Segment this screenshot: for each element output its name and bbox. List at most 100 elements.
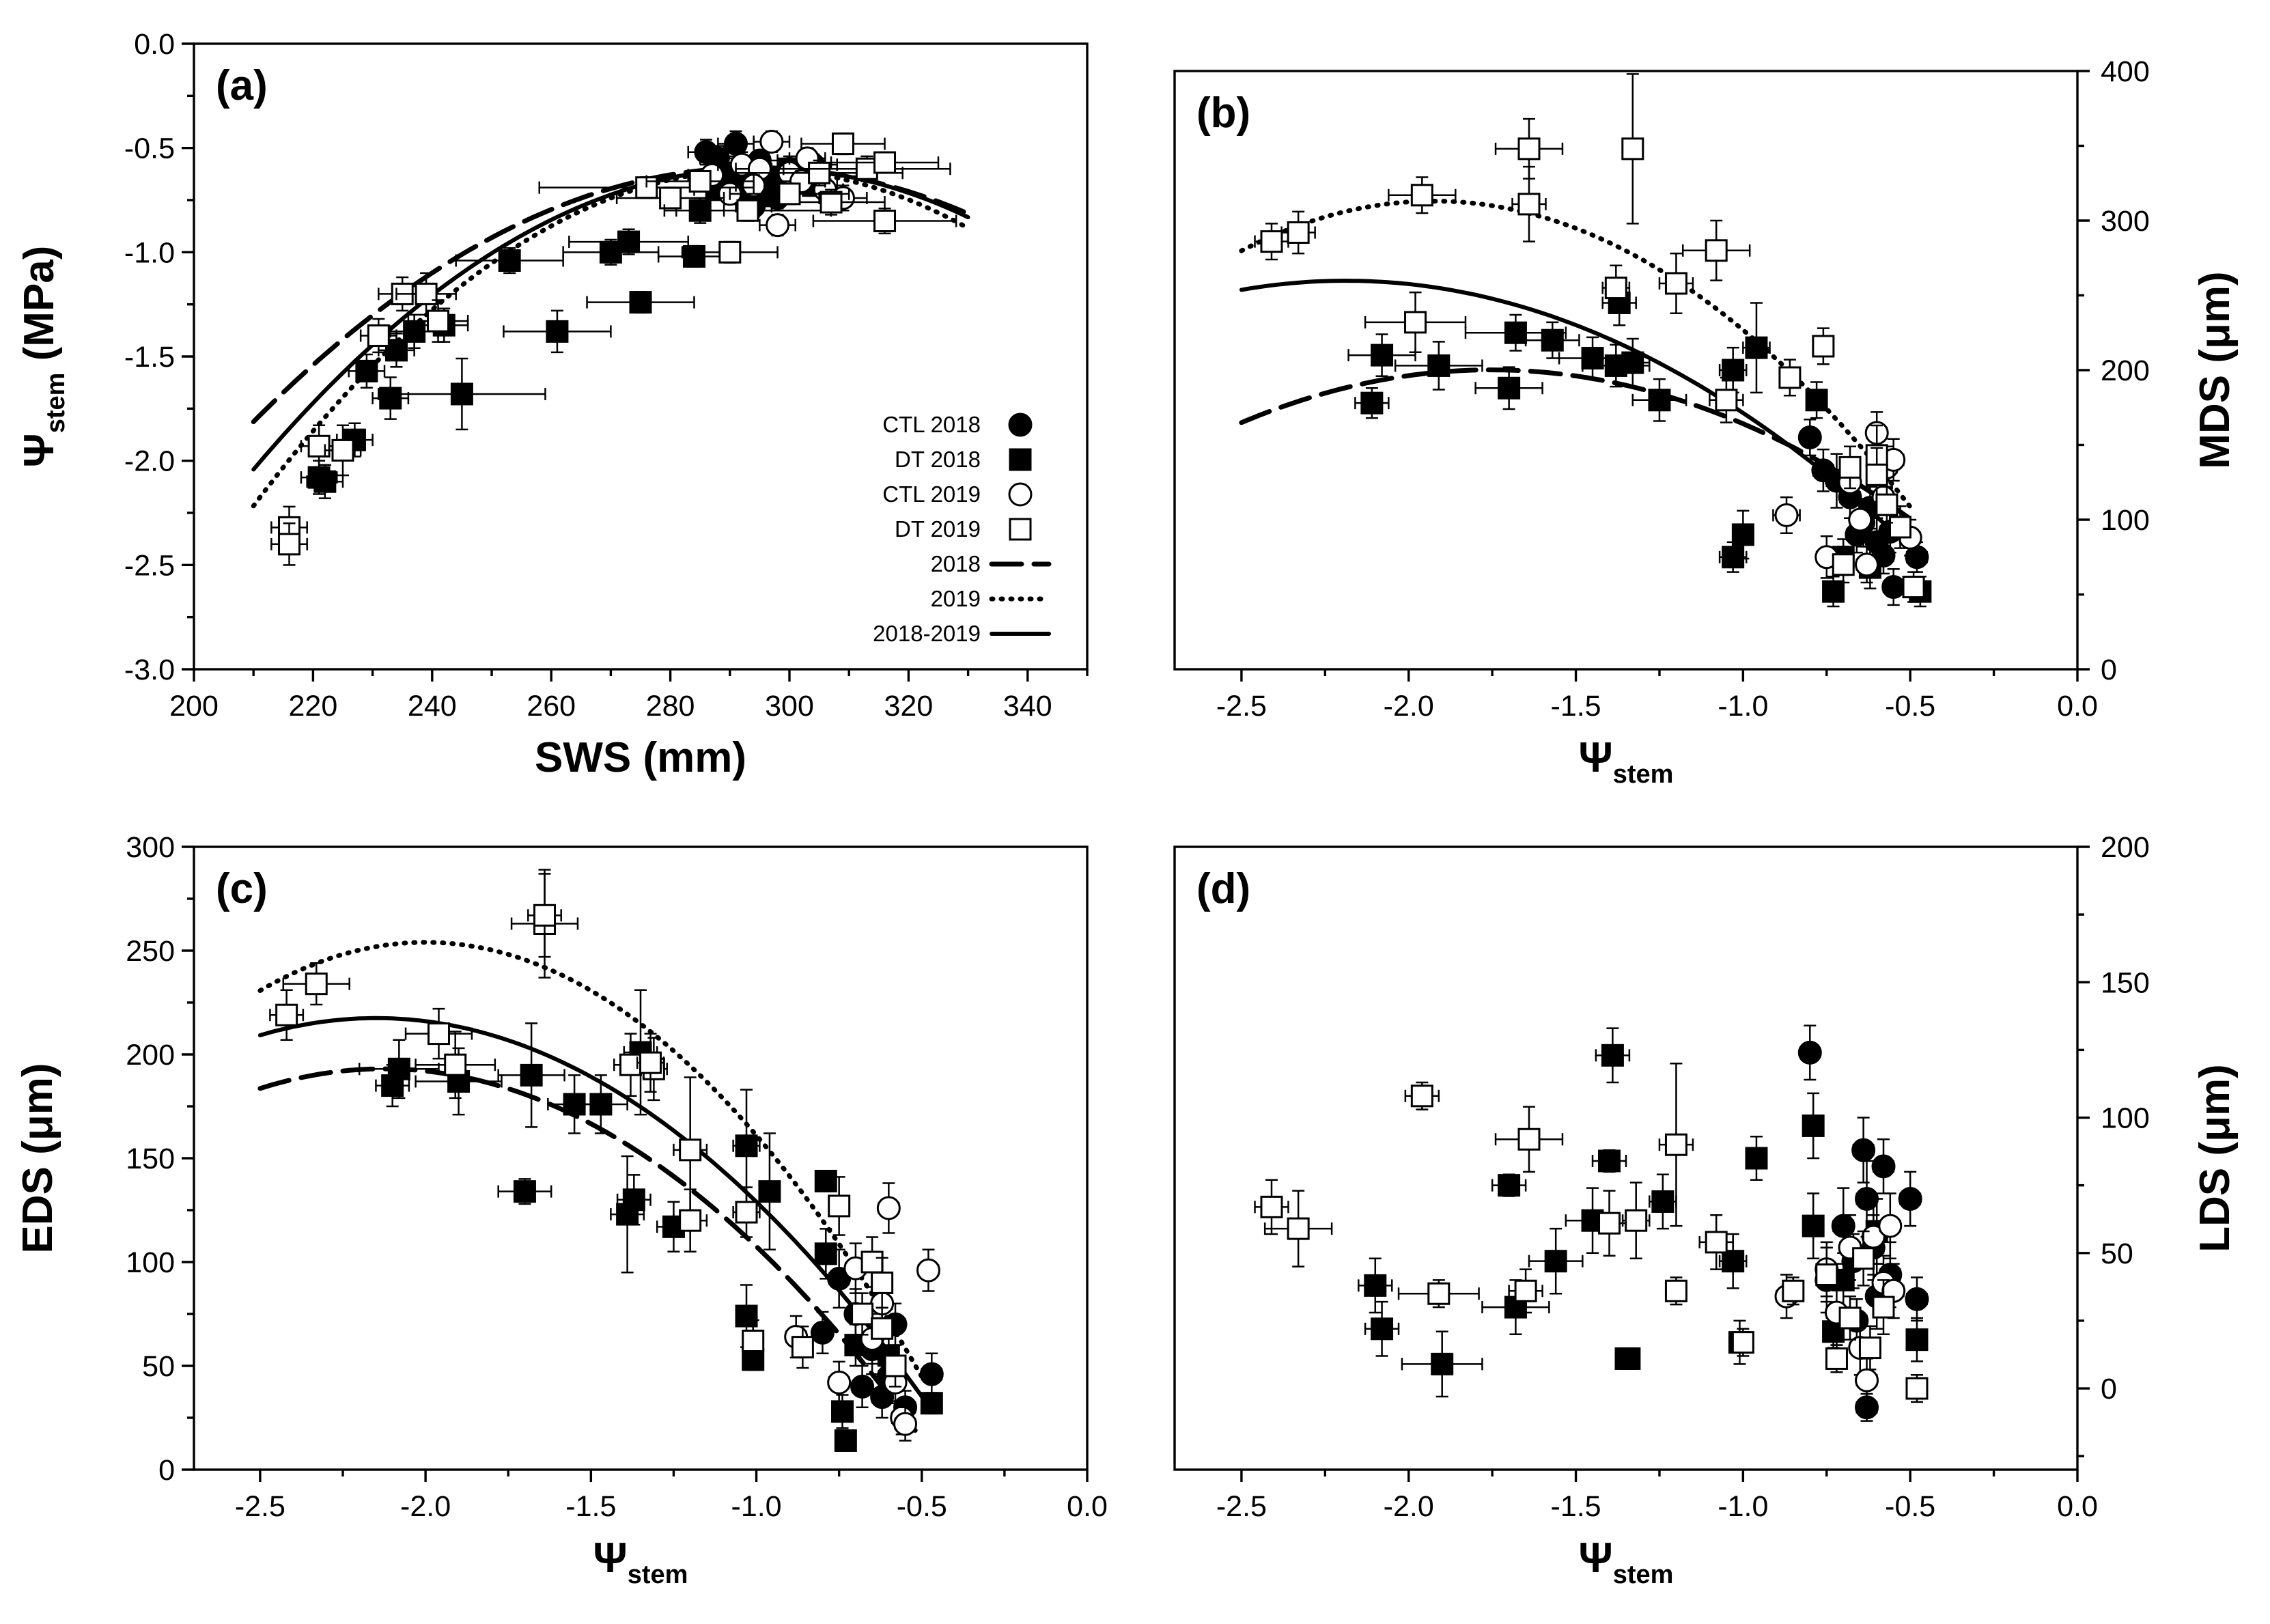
data-point bbox=[403, 320, 426, 343]
plot-area bbox=[1239, 73, 1932, 608]
data-point bbox=[920, 1392, 943, 1415]
data-point bbox=[1822, 580, 1845, 603]
y-axis-label-main: EDS (μm) bbox=[14, 1063, 61, 1253]
x-tick-label: -1.0 bbox=[731, 1490, 782, 1523]
panel-b: -2.5 -2.0 -1.5 -1.0 -0.5 0.00 100 200 300 400 (b) Ψ… bbox=[1173, 55, 2239, 789]
data-point bbox=[639, 1051, 662, 1074]
data-point bbox=[275, 1003, 298, 1026]
x-tick-label: -1.0 bbox=[1718, 1490, 1768, 1523]
x-tick-label: -0.5 bbox=[1885, 690, 1935, 723]
panel-label: (c) bbox=[216, 865, 268, 912]
data-point bbox=[884, 1354, 907, 1377]
data-point bbox=[1848, 507, 1873, 532]
data-point bbox=[1517, 1128, 1541, 1151]
y-tick-label: 200 bbox=[126, 1039, 175, 1072]
data-point bbox=[1782, 1279, 1805, 1302]
y-tick-label: 100 bbox=[2101, 1102, 2150, 1135]
data-point bbox=[827, 1370, 852, 1395]
data-point bbox=[1621, 351, 1644, 374]
x-tick-label: 320 bbox=[884, 690, 934, 723]
y-axis-label-main: Ψ bbox=[16, 433, 63, 467]
y-tick-label: -2.5 bbox=[124, 549, 175, 582]
data-point bbox=[1651, 1190, 1675, 1213]
data-point bbox=[1872, 1296, 1895, 1319]
legend: CTL 2018 DT 2018 CTL 2019 DT 2019 2018 2019 20… bbox=[873, 412, 1052, 646]
data-point bbox=[1905, 1328, 1929, 1352]
data-point bbox=[1902, 576, 1925, 599]
data-point bbox=[498, 249, 521, 272]
x-tick-label: 300 bbox=[765, 690, 814, 723]
data-point bbox=[513, 1180, 536, 1203]
x-tick-label: -2.0 bbox=[1384, 1490, 1434, 1523]
data-point bbox=[1802, 1214, 1825, 1237]
data-point bbox=[871, 1271, 894, 1294]
x-axis-label: Ψstem bbox=[1579, 1535, 1674, 1589]
y-tick-label: 0 bbox=[158, 1454, 175, 1487]
data-point bbox=[1797, 1040, 1822, 1065]
series-dt-2019 bbox=[269, 869, 907, 1388]
legend-label: DT 2018 bbox=[895, 447, 981, 472]
x-axis-label-subscript: stem bbox=[1613, 1560, 1674, 1589]
data-point bbox=[851, 1302, 874, 1326]
data-point bbox=[1664, 1133, 1687, 1156]
data-point bbox=[766, 213, 790, 238]
x-tick-label: -1.0 bbox=[1718, 690, 1768, 723]
data-point bbox=[1745, 1147, 1768, 1170]
data-point bbox=[1598, 1212, 1621, 1235]
plot-area bbox=[257, 869, 944, 1452]
data-point bbox=[718, 240, 742, 264]
y-tick-label: 100 bbox=[2101, 504, 2150, 537]
legend-marker bbox=[1009, 518, 1032, 541]
panel-label: (b) bbox=[1196, 89, 1250, 137]
y-axis-label-main: LDS (μm) bbox=[2191, 1064, 2239, 1252]
data-point bbox=[1774, 503, 1799, 527]
data-point bbox=[1881, 575, 1906, 600]
panel-d: -2.5 -2.0 -1.5 -1.0 -0.5 0.0 0 50 100 150 200 (d) Ψs… bbox=[1173, 831, 2239, 1589]
data-point bbox=[1851, 1138, 1876, 1162]
x-tick-label: -2.5 bbox=[235, 1490, 285, 1523]
data-point bbox=[313, 470, 337, 493]
data-point bbox=[1832, 553, 1855, 576]
data-point bbox=[520, 1063, 543, 1087]
data-point bbox=[1410, 184, 1433, 207]
data-point bbox=[873, 210, 897, 233]
data-point bbox=[1825, 1347, 1848, 1370]
data-point bbox=[1812, 335, 1835, 358]
data-point bbox=[1664, 1279, 1687, 1302]
panel-label: (a) bbox=[216, 62, 268, 109]
y-tick-label: -2.0 bbox=[124, 445, 175, 478]
y-tick-label: 50 bbox=[142, 1350, 175, 1383]
data-point bbox=[834, 1429, 857, 1452]
x-tick-label: -1.5 bbox=[1551, 690, 1601, 723]
x-tick-label: 0.0 bbox=[2057, 1490, 2098, 1523]
data-point bbox=[415, 282, 438, 305]
data-point bbox=[1517, 193, 1541, 216]
y-axis-label: Ψstem (MPa) bbox=[16, 246, 70, 468]
data-point bbox=[1260, 1195, 1283, 1218]
data-point bbox=[1705, 1231, 1728, 1254]
x-tick-label: -2.0 bbox=[1384, 690, 1434, 723]
plot-area bbox=[251, 130, 971, 566]
x-axis-label: Ψstem bbox=[593, 1535, 688, 1589]
data-point bbox=[1371, 1317, 1394, 1341]
data-point bbox=[622, 1188, 645, 1212]
data-point bbox=[617, 230, 641, 253]
data-point bbox=[860, 1250, 884, 1274]
data-point bbox=[1731, 523, 1754, 546]
data-point bbox=[759, 130, 784, 154]
y-tick-label: 200 bbox=[2101, 831, 2150, 864]
data-point bbox=[1625, 1209, 1648, 1232]
data-point bbox=[1287, 1217, 1310, 1240]
y-tick-label: 250 bbox=[126, 935, 175, 968]
y-tick-label: 0.0 bbox=[134, 28, 175, 61]
data-point bbox=[1797, 425, 1822, 450]
data-point bbox=[1805, 389, 1828, 412]
x-tick-label: -0.5 bbox=[897, 1490, 947, 1523]
data-point bbox=[831, 1400, 854, 1423]
y-tick-label: -0.5 bbox=[124, 132, 175, 165]
x-tick-label: -1.5 bbox=[1551, 1490, 1601, 1523]
x-tick-label: 0.0 bbox=[1067, 1490, 1108, 1523]
data-point bbox=[679, 1209, 702, 1232]
x-axis-label-symbol: Ψ bbox=[593, 1535, 628, 1582]
